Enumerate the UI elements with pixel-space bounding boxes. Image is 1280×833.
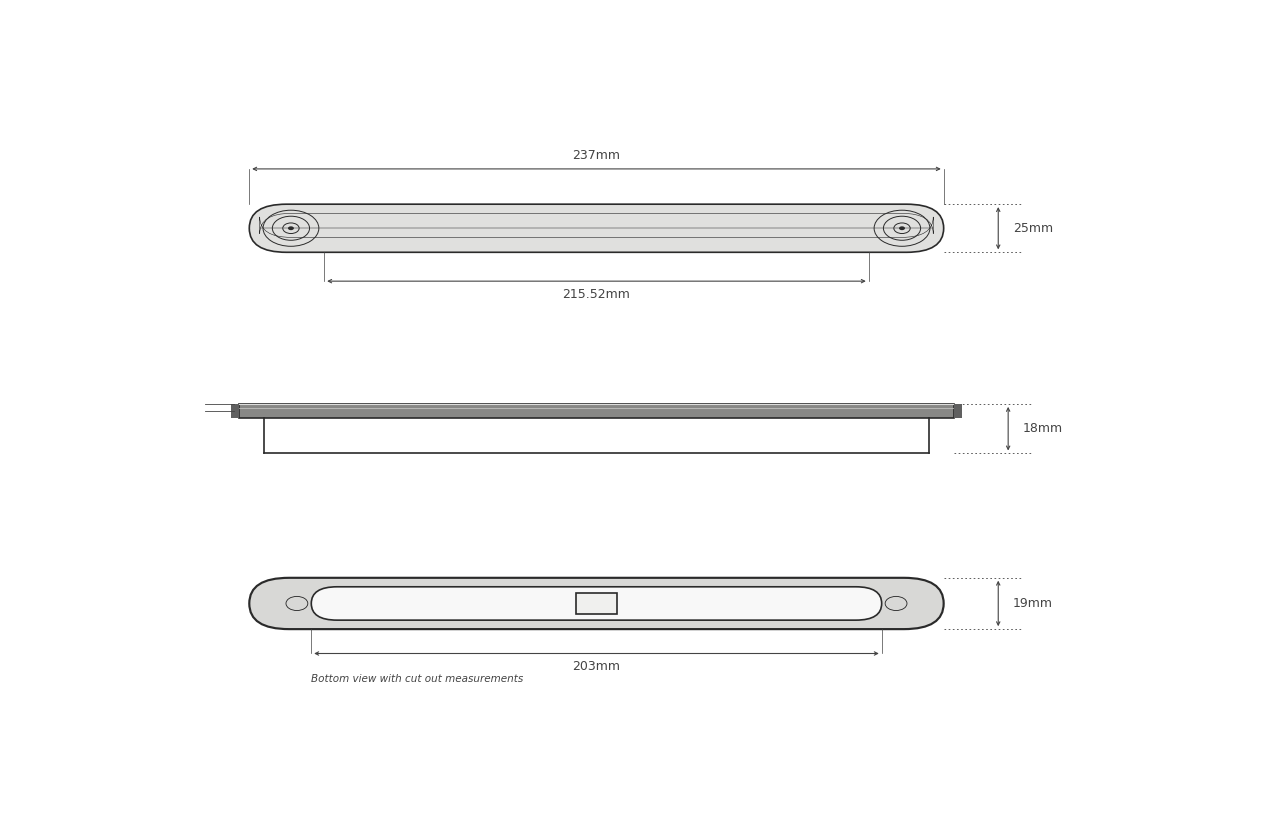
Text: 203mm: 203mm: [572, 660, 621, 673]
Bar: [576, 593, 617, 614]
Text: 18mm: 18mm: [1023, 422, 1064, 435]
Circle shape: [288, 227, 294, 230]
Text: Bottom view with cut out measurements: Bottom view with cut out measurements: [311, 674, 524, 684]
Text: 25mm: 25mm: [1014, 222, 1053, 235]
FancyBboxPatch shape: [250, 204, 943, 252]
FancyBboxPatch shape: [311, 586, 882, 620]
Bar: [954, 404, 961, 418]
Bar: [232, 404, 239, 418]
Text: 215.52mm: 215.52mm: [562, 287, 631, 301]
Bar: [239, 404, 954, 418]
Circle shape: [899, 227, 905, 230]
Text: 237mm: 237mm: [572, 149, 621, 162]
FancyBboxPatch shape: [250, 578, 943, 629]
Text: 19mm: 19mm: [1014, 597, 1053, 610]
